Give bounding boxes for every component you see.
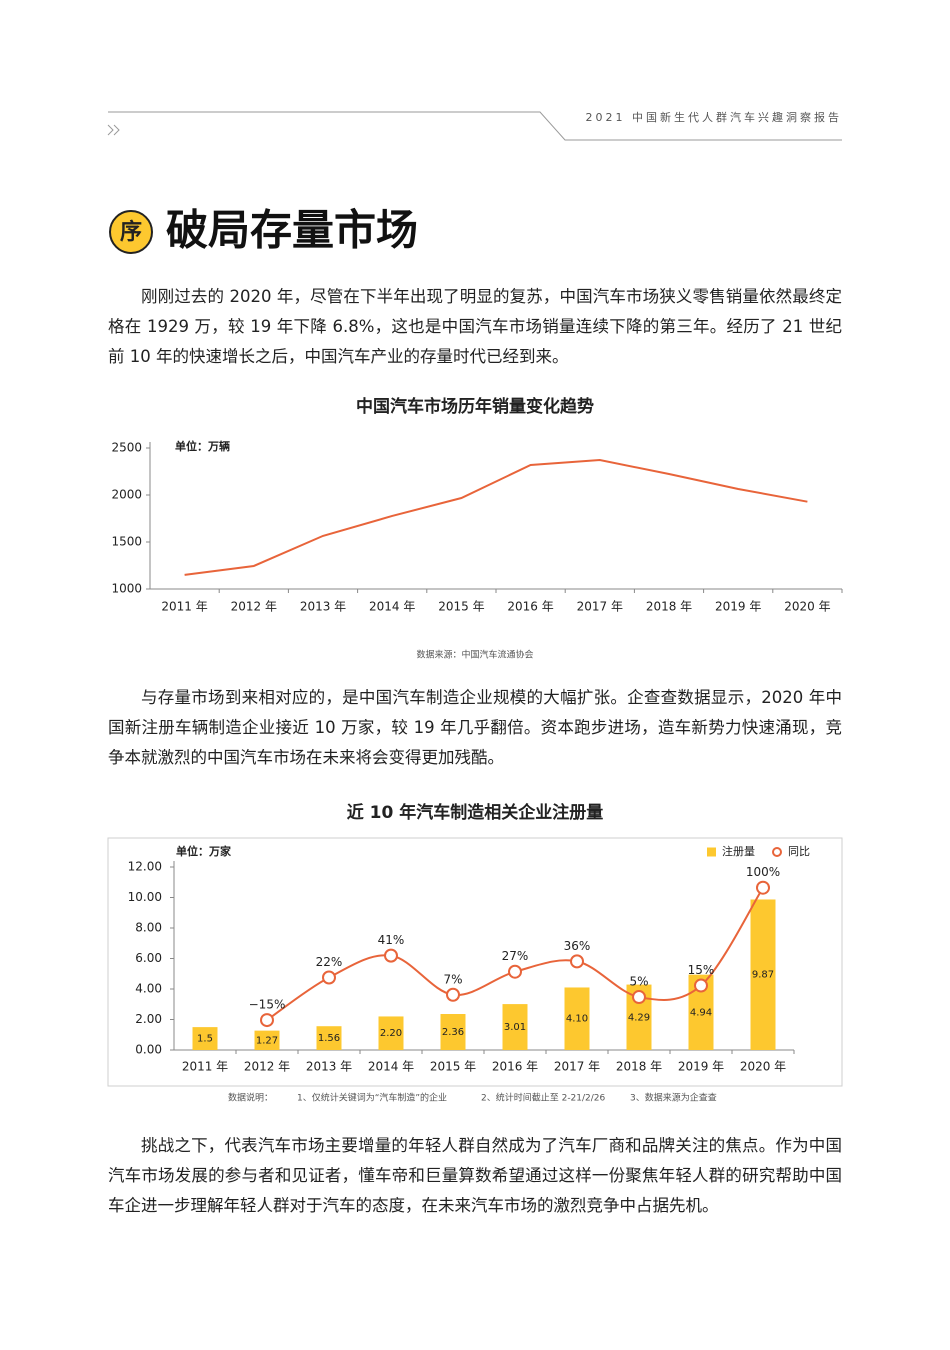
y-tick-label: 2500 [111, 441, 142, 455]
chevrons [107, 124, 120, 136]
x-tick-label: 2020 年 [784, 600, 830, 614]
data-label: 100% [746, 865, 780, 879]
x-tick-label: 2019 年 [715, 600, 761, 614]
point [756, 880, 770, 895]
paragraph: 刚刚过去的 2020 年，尽管在下半年出现了明显的复苏，中国汽车市场狭义零售销量… [108, 287, 842, 366]
header-rule [108, 111, 842, 141]
data-label: 7% [443, 972, 462, 986]
x-tick-label: 2015 年 [430, 1060, 476, 1074]
note: 1、仅统计关键词为“汽车制造”的企业 [297, 1092, 447, 1104]
x-tick-label: 2018 年 [616, 1060, 662, 1074]
chart-title: 中国汽车市场历年销量变化趋势 [356, 396, 594, 417]
data-label: 1.56 [318, 1033, 340, 1044]
y-tick-label: 1000 [111, 582, 142, 596]
bar [564, 987, 590, 1050]
data-label: 4.10 [566, 1014, 588, 1025]
y-tick-label: 10.00 [128, 890, 162, 904]
paragraph: 与存量市场到来相对应的，是中国汽车制造企业规模的大幅扩张。企查查数据显示，202… [108, 688, 842, 767]
point [260, 1013, 274, 1028]
x-tick-label: 2013 年 [300, 600, 346, 614]
badge [109, 210, 153, 254]
chart-title: 近 10 年汽车制造相关企业注册量 [347, 802, 604, 823]
data-label: 4.29 [628, 1012, 650, 1023]
point [694, 978, 708, 993]
x-tick-label: 2011 年 [182, 1060, 228, 1074]
point [632, 990, 646, 1005]
data-label: −15% [249, 998, 286, 1012]
y-tick-label: 4.00 [135, 982, 162, 996]
chart-frame [107, 837, 843, 1087]
y-tick-label: 2000 [111, 488, 142, 502]
x-tick-label: 2011 年 [161, 600, 207, 614]
x-tick-label: 2018 年 [646, 600, 692, 614]
data-label: 36% [564, 939, 591, 953]
y-tick-label: 2.00 [135, 1012, 162, 1026]
line [184, 459, 808, 576]
bar [440, 1014, 466, 1050]
legend-label: 同比 [788, 845, 810, 858]
x-tick-label: 2014 年 [368, 1060, 414, 1074]
bar [254, 1030, 280, 1050]
data-label: 2.36 [442, 1027, 464, 1038]
x-tick-label: 2016 年 [507, 600, 553, 614]
data-label: 2.20 [380, 1028, 402, 1039]
badge-text: 序 [120, 219, 142, 245]
data-label: 22% [316, 955, 343, 969]
x-tick-label: 2013 年 [306, 1060, 352, 1074]
x-tick-label: 2020 年 [740, 1060, 786, 1074]
point [446, 987, 460, 1002]
y-tick-label: 6.00 [135, 951, 162, 965]
section-title: 破局存量市场 [166, 206, 418, 255]
unit-label: 单位：万辆 [175, 439, 230, 453]
data-label: 5% [629, 975, 648, 989]
y-tick-label: 12.00 [128, 860, 162, 874]
data-label: 3.01 [504, 1022, 526, 1033]
data-label: 41% [378, 933, 405, 947]
data-label: 27% [502, 949, 529, 963]
x-tick-label: 2012 年 [244, 1060, 290, 1074]
y-tick-label: 1500 [111, 535, 142, 549]
bar [750, 899, 776, 1050]
bar [378, 1016, 404, 1050]
point [508, 964, 522, 979]
x-tick-label: 2012 年 [231, 600, 277, 614]
y-tick-label: 8.00 [135, 921, 162, 935]
x-tick-label: 2019 年 [678, 1060, 724, 1074]
legend-swatch [707, 847, 716, 857]
data-label: 15% [688, 963, 715, 977]
data-label: 9.87 [752, 970, 774, 981]
x-tick-label: 2017 年 [554, 1060, 600, 1074]
unit-label: 单位：万家 [176, 844, 232, 858]
paragraph: 挑战之下，代表汽车市场主要增量的年轻人群自然成为了汽车厂商和品牌关注的焦点。作为… [108, 1136, 842, 1215]
bar [192, 1027, 218, 1050]
x-tick-label: 2016 年 [492, 1060, 538, 1074]
bar [502, 1004, 528, 1050]
source-note: 数据来源：中国汽车流通协会 [416, 649, 533, 661]
point [384, 948, 398, 963]
note: 2、统计时间截止至 2-21/2/26 [481, 1092, 606, 1104]
x-tick-label: 2015 年 [438, 600, 484, 614]
point [570, 954, 584, 969]
data-label: 1.27 [256, 1035, 278, 1046]
x-tick-label: 2014 年 [369, 600, 415, 614]
report-title: 2021 中国新生代人群汽车兴趣洞察报告 [586, 110, 843, 124]
x-tick-label: 2017 年 [577, 600, 623, 614]
data-label: 4.94 [690, 1007, 712, 1018]
note: 数据说明： [228, 1092, 273, 1104]
bar [316, 1026, 342, 1050]
note: 3、数据来源为企查查 [630, 1092, 717, 1104]
y-tick-label: 0.00 [135, 1043, 162, 1057]
legend-label: 注册量 [722, 844, 755, 858]
data-label: 1.5 [197, 1034, 213, 1045]
legend-swatch [772, 847, 782, 857]
point [322, 970, 336, 985]
